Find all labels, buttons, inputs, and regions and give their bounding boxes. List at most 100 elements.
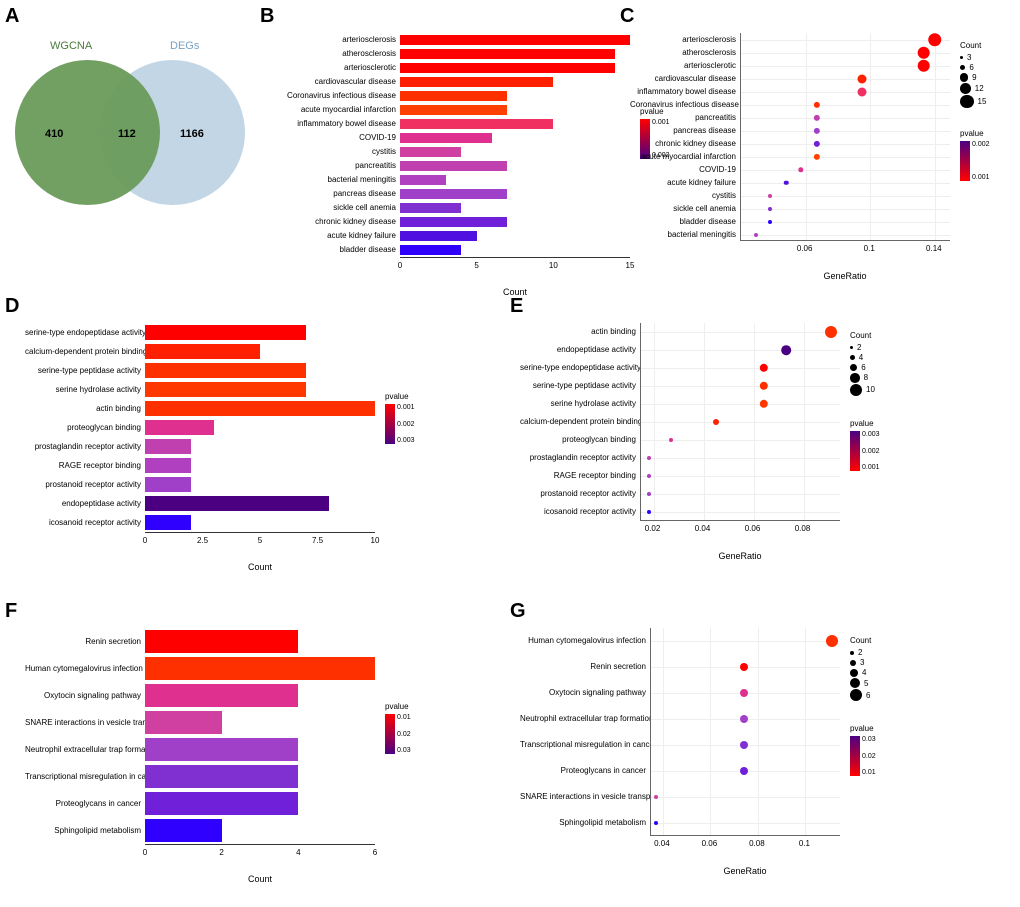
venn-diagram: WGCNADEGs4101121166 [10,40,250,220]
dot-label: proteoglycan binding [520,431,640,449]
bar [145,344,260,359]
bar [400,91,507,101]
xtick: 10 [371,536,380,545]
panel-a: WGCNADEGs4101121166 [5,5,255,275]
dot [814,140,820,146]
xtick: 10 [549,261,558,270]
bar-label: chronic kidney disease [280,217,400,226]
panel-e: actin bindingendopeptidase activityserin… [510,295,1015,595]
bar-label: Sphingolipid metabolism [25,826,145,835]
panel-label-d: D [5,295,19,318]
dot-label: cystitis [630,189,740,202]
bar-label: RAGE receptor binding [25,461,145,470]
dot-label: Proteoglycans in cancer [520,758,650,784]
xtick: 7.5 [312,536,323,545]
dot-label: SNARE interactions in vesicle transport [520,784,650,810]
plot-area [740,33,950,241]
bar-row: chronic kidney disease [280,215,670,228]
x-title: GeneRatio [640,551,840,561]
panel-label-f: F [5,600,17,623]
xtick: 0.06 [745,524,761,533]
panel-label-e: E [510,295,523,318]
bar-chart: Renin secretionHuman cytomegalovirus inf… [25,628,495,884]
bar-chart: arteriosclerosisatherosclerosisarteriosc… [280,33,670,297]
dot-label: serine hydrolase activity [520,395,640,413]
dot-label: RAGE receptor binding [520,467,640,485]
bar [145,325,306,340]
bar [400,245,461,255]
bar-label: SNARE interactions in vesicle transport [25,718,145,727]
bar [145,458,191,473]
venn-left-count: 410 [45,128,63,140]
venn-right-label: DEGs [170,40,199,52]
bar-row: RAGE receptor binding [25,456,495,474]
xtick: 5 [258,536,262,545]
x-title: Count [145,874,375,884]
xtick: 0.1 [799,839,810,848]
dot-label: cardiovascular disease [630,72,740,85]
bar [400,231,477,241]
dot-label: pancreas disease [630,124,740,137]
dot [740,715,748,723]
venn-left-label: WGCNA [50,40,92,52]
dot [647,492,651,496]
count-legend: Count23456 [850,636,871,702]
x-title: GeneRatio [650,866,840,876]
bar-label: acute kidney failure [280,231,400,240]
xtick: 0.04 [654,839,670,848]
bar [400,217,507,227]
dot-label: sickle cell anemia [630,202,740,215]
bar-label: serine-type peptidase activity [25,366,145,375]
dot-label: prostaglandin receptor activity [520,449,640,467]
dot [740,767,748,775]
dot [654,795,658,799]
dot [647,456,651,460]
bar-row: proteoglycan binding [25,418,495,436]
dot-label: arteriosclerotic [630,59,740,72]
bar [400,63,615,73]
panel-label-a: A [5,5,19,28]
pvalue-legend: pvalue0.010.020.03 [385,702,411,754]
x-axis: 051015 [400,257,630,273]
bar-row: pancreas disease [280,187,670,200]
bar-row: serine-type peptidase activity [25,361,495,379]
bar-row: prostanoid receptor activity [25,475,495,493]
bar [145,515,191,530]
pvalue-legend: pvalue0.0010.0020.003 [385,392,415,444]
xtick: 0.08 [749,839,765,848]
bar-row: bacterial meningitis [280,173,670,186]
bar [400,49,615,59]
dot [814,153,820,159]
x-title: Count [145,562,375,572]
dot [759,400,767,408]
xtick: 6 [373,848,377,857]
dot [814,101,820,107]
panel-b: arteriosclerosisatherosclerosisarteriosc… [260,5,670,290]
dot-label: Renin secretion [520,654,650,680]
count-legend: Count3691215 [960,41,986,109]
bar-label: sickle cell anemia [280,203,400,212]
bar-row: sickle cell anemia [280,201,670,214]
dot [768,220,772,224]
panel-label-c: C [620,5,634,28]
pvalue-legend: pvalue0.0020.001 [960,129,990,181]
dot [784,180,789,185]
dot [814,114,820,120]
pvalue-legend: pvalue0.030.020.01 [850,724,876,776]
bar [400,105,507,115]
bar-row: atherosclerosis [280,47,670,60]
x-title: GeneRatio [740,271,950,281]
panel-g: Human cytomegalovirus infectionRenin sec… [510,600,1015,900]
bar-label: calcium-dependent protein binding [25,347,145,356]
dot-label: Oxytocin signaling pathway [520,680,650,706]
venn-left-circle [15,60,160,205]
dot [858,87,867,96]
bar-label: Neutrophil extracellular trap formation [25,745,145,754]
bar [400,147,461,157]
bar-row: actin binding [25,399,495,417]
bar-row: inflammatory bowel disease [280,117,670,130]
bar-row: icosanoid receptor activity [25,513,495,531]
bar-label: COVID-19 [280,133,400,142]
bar-row: Oxytocin signaling pathway [25,682,495,708]
dot-label: acute kidney failure [630,176,740,189]
